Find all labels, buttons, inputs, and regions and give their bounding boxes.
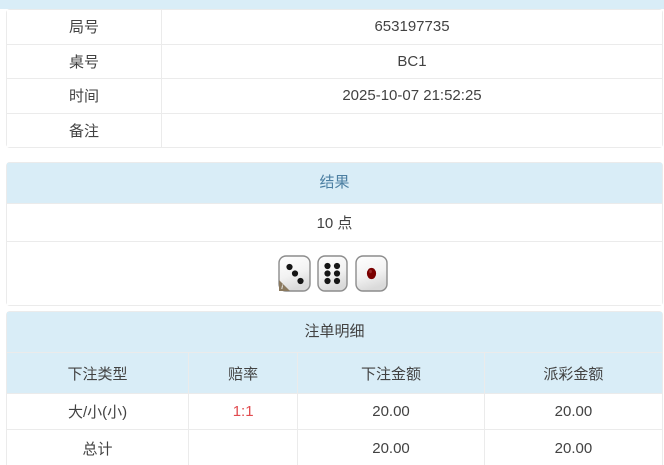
svg-text:i: i <box>281 284 283 291</box>
